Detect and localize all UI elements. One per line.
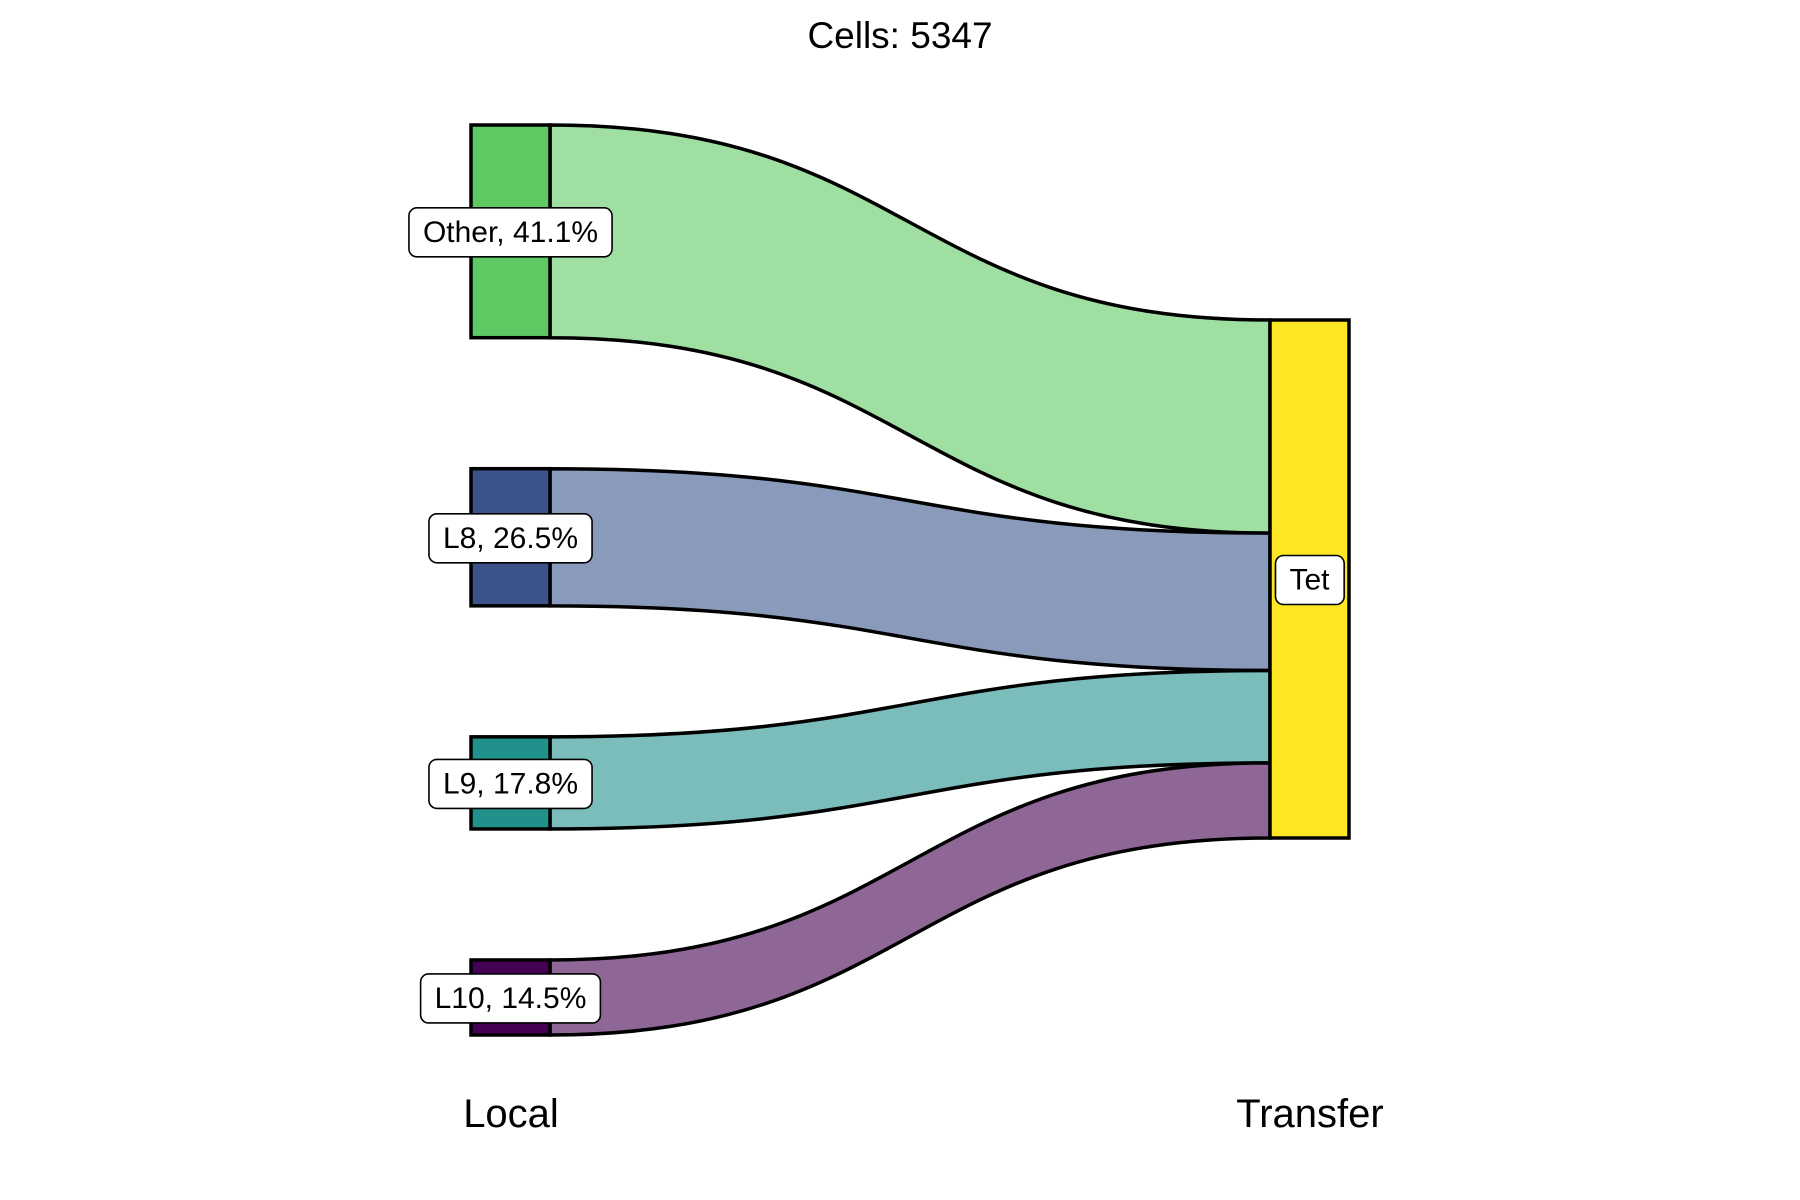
labels-layer: Other, 41.1% L8, 26.5% L9, 17.8% L10, 14.5%… [408, 207, 1345, 1024]
node-label-box-l9 [428, 758, 593, 810]
node-label-box-l8 [428, 512, 593, 564]
flows-layer [548, 123, 1272, 1037]
node-label-text-l10: L10, 14.5% [435, 982, 587, 1015]
axis-label-transfer: Transfer [1236, 1092, 1383, 1136]
node-label-text-tet: Tet [1289, 564, 1330, 597]
chart-title: Cells: 5347 [807, 15, 992, 56]
node-label-other: Other, 41.1% [408, 207, 613, 258]
node-label-l10: L10, 14.5% [419, 973, 602, 1024]
node-label-text-other: Other, 41.1% [423, 216, 598, 249]
node-label-l8: L8, 26.5% [428, 512, 593, 564]
axis-label-local: Local [463, 1092, 559, 1136]
node-label-l9: L9, 17.8% [428, 758, 593, 810]
node-label-box-l10 [419, 973, 602, 1024]
node-label-box-other [408, 207, 613, 258]
node-label-text-l9: L9, 17.8% [443, 767, 578, 800]
node-label-tet: Tet [1274, 554, 1345, 606]
node-label-text-l8: L8, 26.5% [443, 522, 578, 555]
node-label-box-tet [1274, 554, 1345, 606]
